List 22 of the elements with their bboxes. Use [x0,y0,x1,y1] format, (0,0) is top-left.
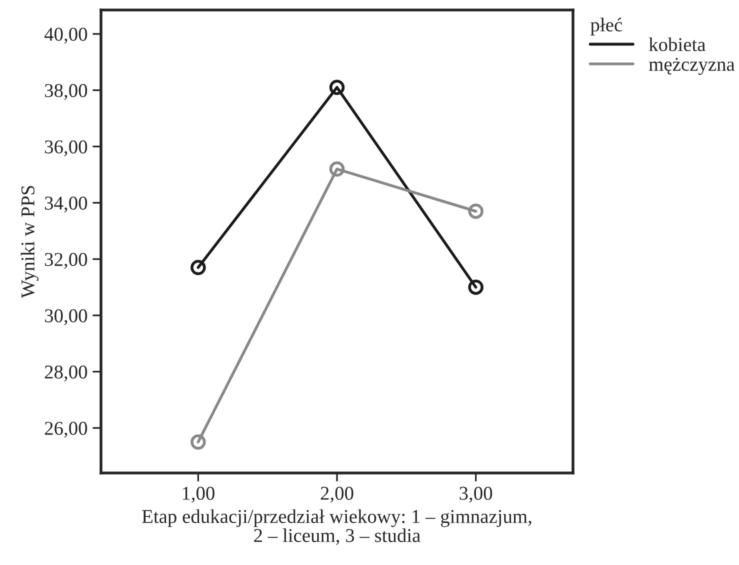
x-tick-label: 1,00 [182,486,214,503]
x-tick-label: 3,00 [460,486,492,503]
x-tick-label: 2,00 [320,486,354,503]
legend-label: mężczyzna [648,58,735,75]
y-tick-label: 34,00 [44,196,88,213]
x-axis-title: Etap edukacji/przedział wiekowy: 1 – gimnazjum, 2 – liceum, 3 – studia [142,509,532,545]
y-tick-label: 38,00 [44,84,88,100]
legend-label: kobieta [648,38,706,52]
y-tick-label: 26,00 [44,422,88,438]
legend-title: płeć [590,18,622,36]
point [190,434,206,450]
point [468,204,484,219]
point [329,80,345,96]
y-tick-label: 32,00 [44,252,88,269]
y-tick-label: 28,00 [44,365,88,382]
point [329,161,345,177]
y-tick-label: 36,00 [44,140,88,156]
y-tick-label: 40,00 [44,28,88,44]
point [468,280,484,295]
y-axis-title: Wyniki w PPS [20,186,38,298]
point [190,260,206,276]
y-tick-label: 30,00 [44,309,88,326]
